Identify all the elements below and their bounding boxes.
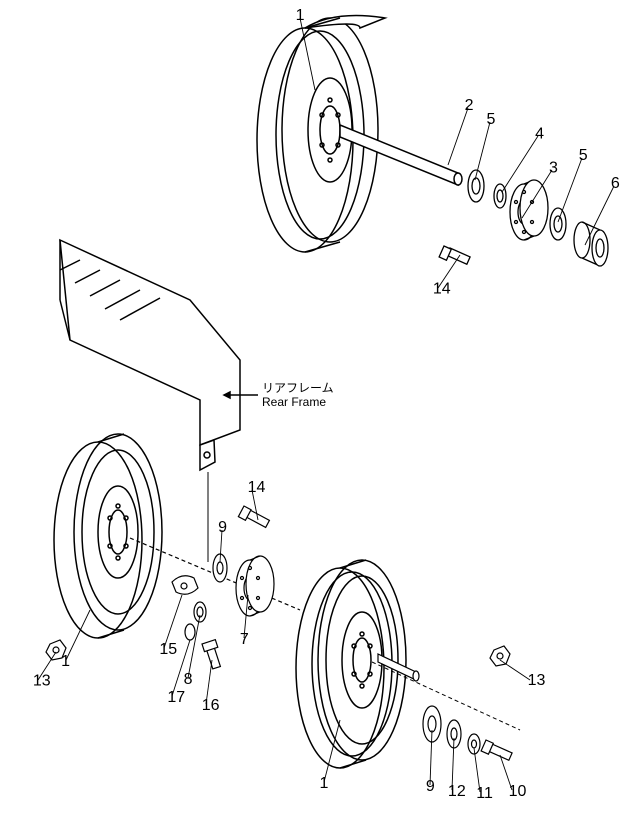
lower-right-shaft-parts: [378, 654, 512, 760]
top-wheel-assy: [257, 16, 385, 252]
callout-3: 3: [549, 159, 558, 176]
lower-left-shaft-parts: [130, 506, 300, 669]
frame-label-jp: リアフレーム: [262, 381, 334, 395]
callout-14: 14: [248, 479, 266, 496]
callout-4: 4: [535, 125, 544, 142]
callout-8: 8: [184, 671, 193, 688]
callout-10: 10: [509, 783, 527, 800]
callout-13: 13: [33, 673, 51, 690]
rear-frame: [60, 240, 258, 470]
hub-nut-13-right: [490, 646, 510, 666]
callout-leader: [558, 158, 582, 222]
callout-17: 17: [167, 689, 185, 706]
lower-left-wheel: [54, 434, 162, 638]
callout-12: 12: [448, 783, 466, 800]
top-shaft-parts: [439, 170, 608, 266]
callout-16: 16: [202, 697, 220, 714]
axle-shaft: [340, 125, 462, 185]
callout-11: 11: [476, 785, 493, 802]
callout-1: 1: [61, 653, 70, 670]
callout-7: 7: [240, 631, 249, 648]
callout-1: 1: [296, 7, 305, 24]
frame-label-en: Rear Frame: [262, 395, 326, 409]
callout-leader: [448, 108, 468, 165]
callout-9: 9: [426, 778, 435, 795]
parts-diagram: リアフレーム Rear Frame: [0, 0, 632, 823]
callout-14: 14: [433, 281, 451, 298]
callout-9: 9: [218, 519, 227, 536]
callout-15: 15: [159, 641, 177, 658]
callout-5: 5: [579, 147, 588, 164]
callout-leader: [500, 660, 530, 680]
callout-1: 1: [320, 775, 329, 792]
callout-6: 6: [611, 175, 620, 192]
callout-5: 5: [487, 111, 496, 128]
callout-layer: 125435614113149158171671139121110: [33, 7, 620, 802]
callout-leader: [475, 122, 490, 180]
callout-13: 13: [528, 672, 546, 689]
bolt-14-top: [439, 246, 470, 264]
callout-2: 2: [465, 97, 474, 114]
